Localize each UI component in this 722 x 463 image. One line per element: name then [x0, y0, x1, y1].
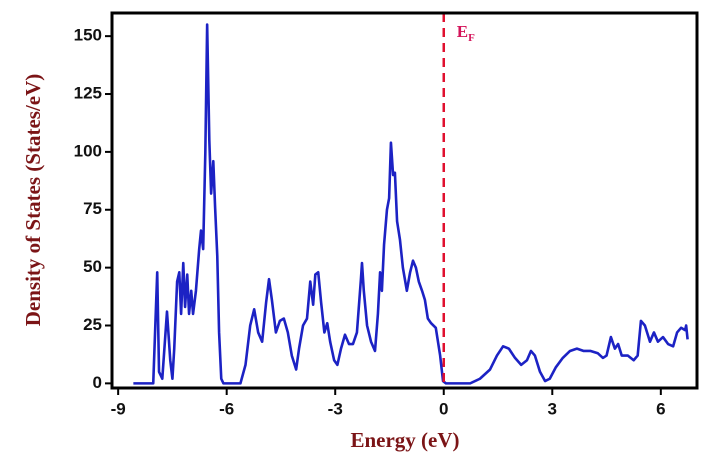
y-tick-label: 100 [74, 141, 102, 160]
y-tick-label: 75 [83, 199, 102, 218]
y-axis-title: Density of States (States/eV) [21, 74, 45, 327]
y-tick-label: 50 [83, 257, 102, 276]
fermi-label-main: E [457, 22, 468, 41]
y-tick-label: 125 [74, 84, 102, 103]
dos-line [133, 23, 689, 385]
y-tick-label: 25 [83, 315, 102, 334]
x-axis-title: Energy (eV) [350, 428, 459, 452]
x-tick-label: 0 [439, 399, 448, 418]
x-tick-label: 3 [548, 399, 557, 418]
x-tick-label: -9 [111, 399, 126, 418]
x-tick-label: 6 [656, 399, 665, 418]
y-tick-label: 150 [74, 26, 102, 45]
x-tick-label: -3 [328, 399, 343, 418]
fermi-label: EF [457, 22, 475, 44]
x-tick-label: -6 [219, 399, 234, 418]
fermi-label-sub: F [468, 32, 475, 44]
y-tick-label: 0 [93, 373, 102, 392]
plot-frame [110, 11, 699, 390]
